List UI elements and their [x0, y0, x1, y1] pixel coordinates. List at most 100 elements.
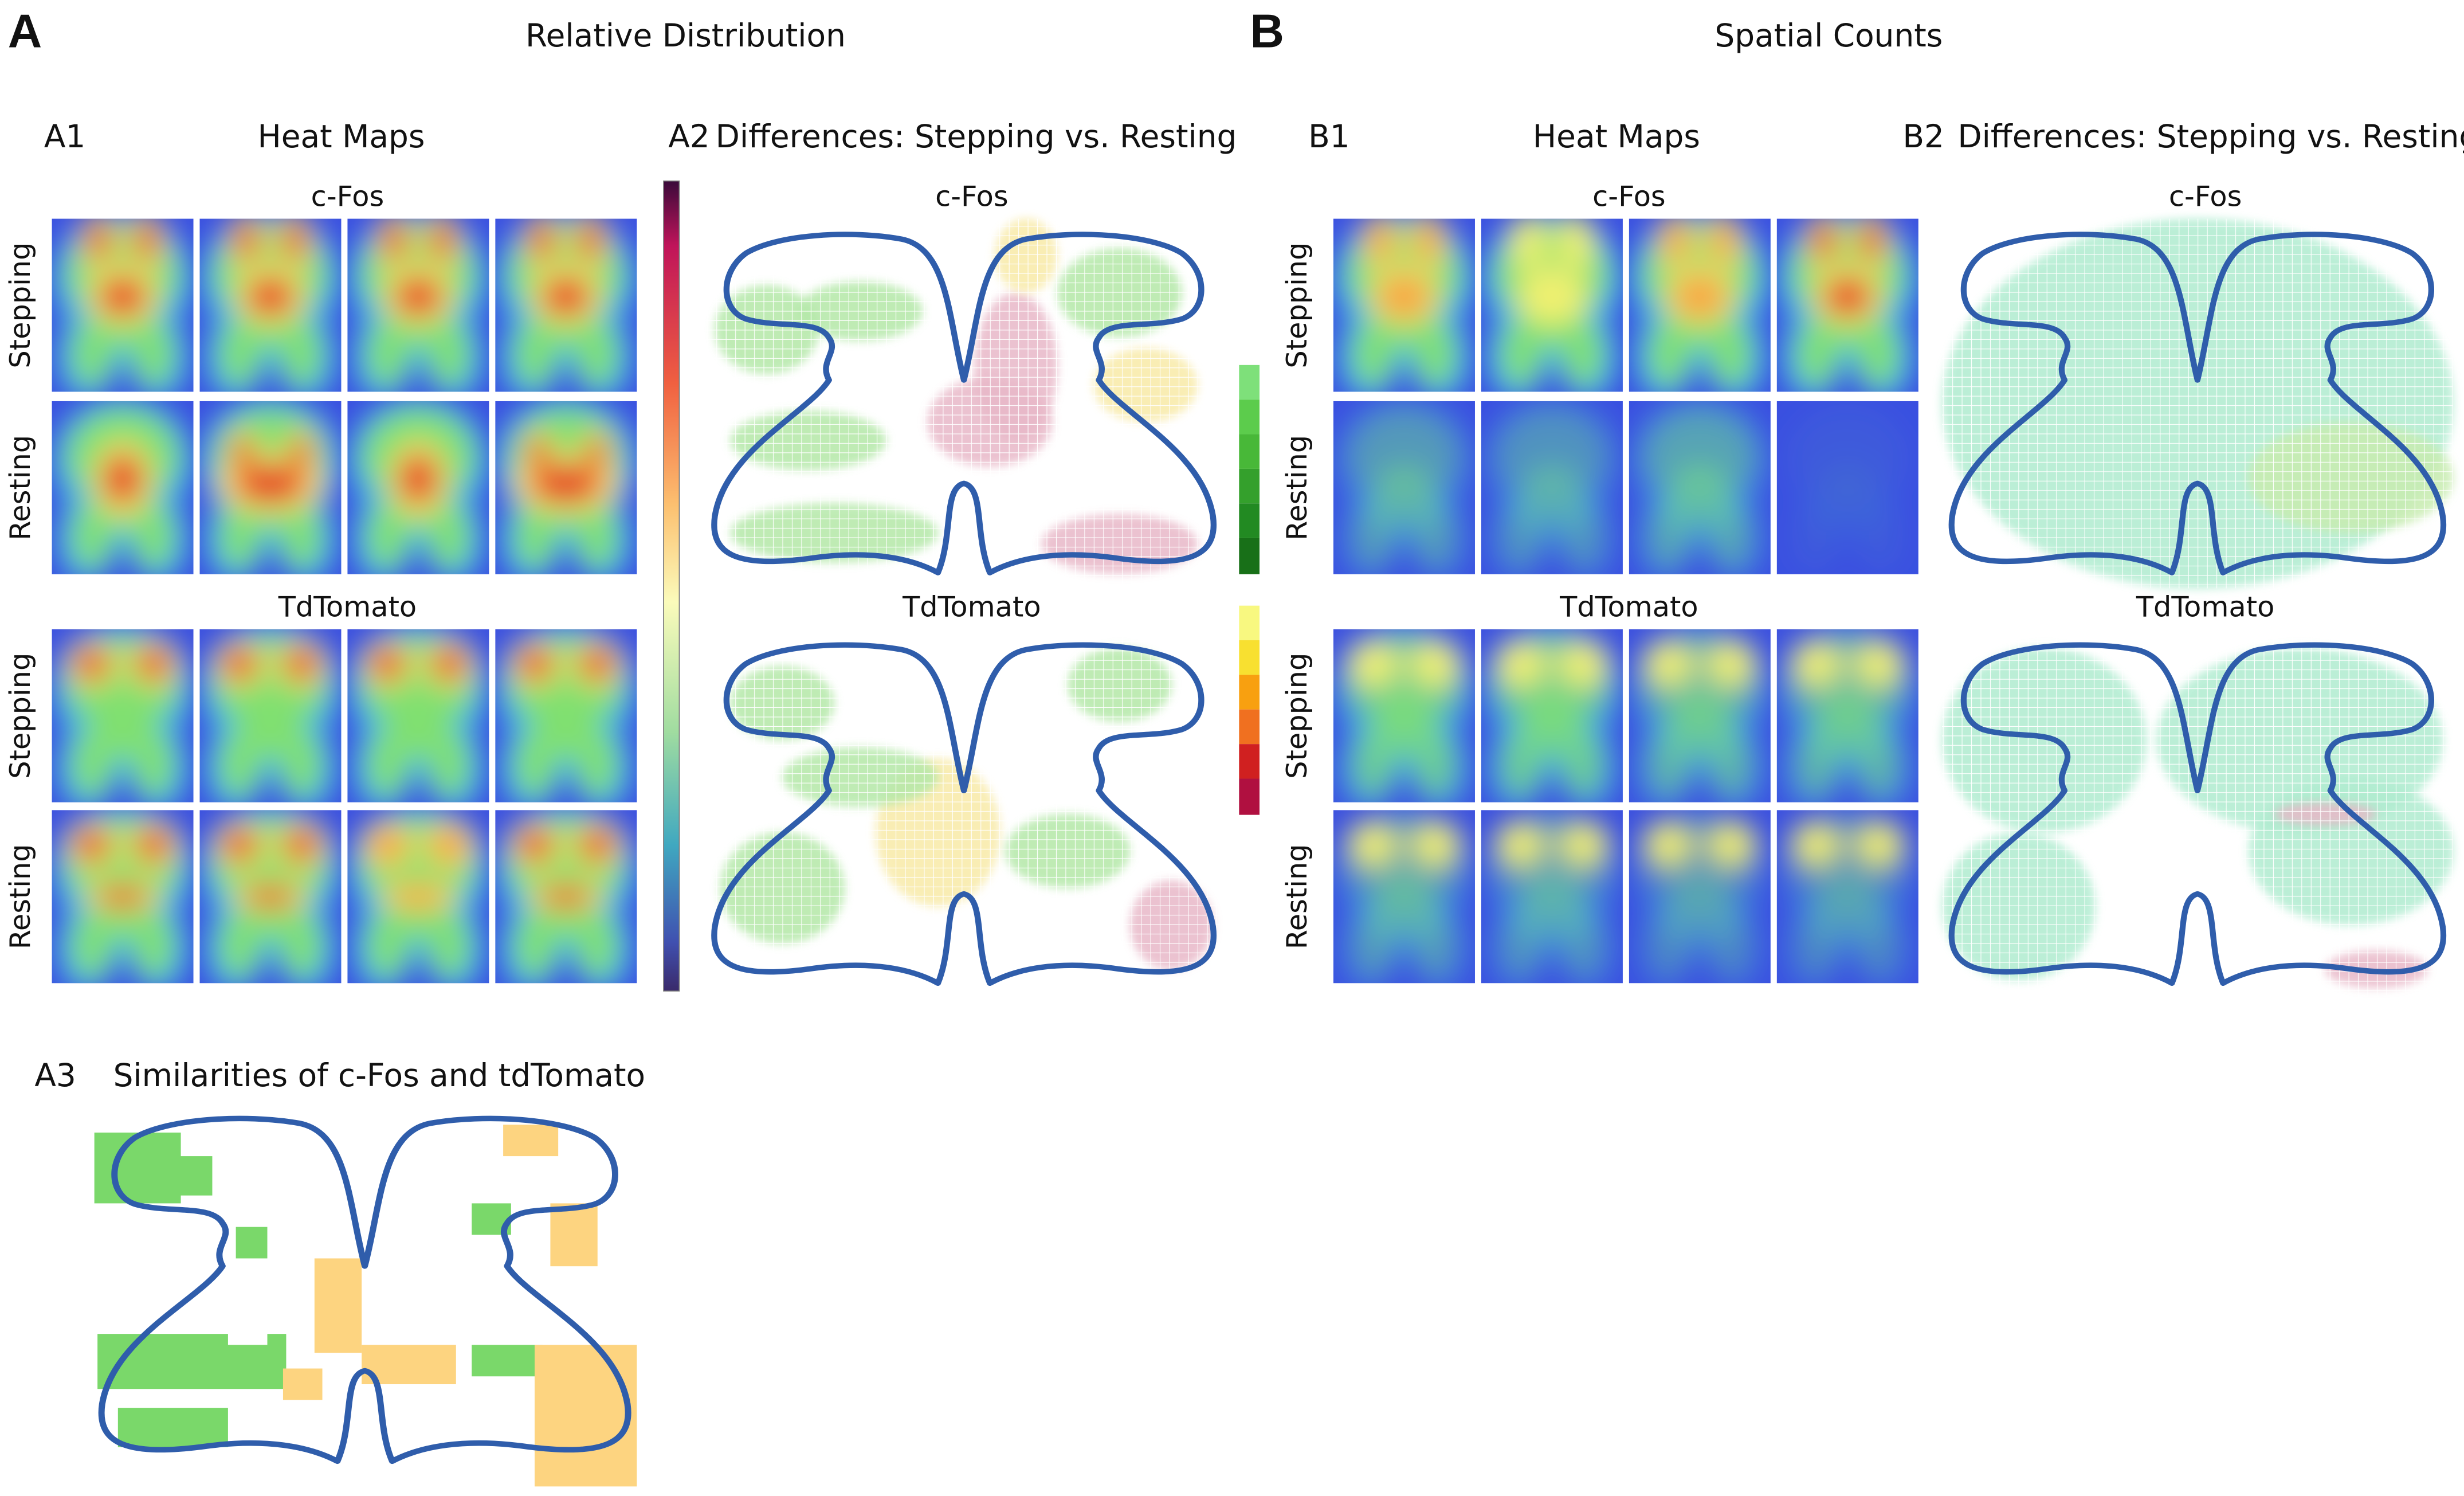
row-label: Stepping [1280, 653, 1313, 779]
heat-blob [1813, 224, 1834, 258]
heat-map [1333, 810, 1475, 984]
heat-map [1333, 629, 1475, 802]
heat-blob [1414, 218, 1442, 264]
subpanel-label: B2 [1902, 118, 1944, 155]
heat-blob [1347, 639, 1399, 688]
heat-blob [233, 439, 252, 467]
difference-map [704, 629, 1223, 999]
similarity-region [550, 1203, 598, 1267]
heat-blob [528, 439, 547, 467]
grid-overlay [704, 218, 1223, 589]
group-title: TdTomato [278, 590, 417, 624]
heat-blob [1366, 218, 1394, 264]
similarity-region [503, 1125, 559, 1157]
heat-blob [580, 224, 601, 258]
heat-blob [1495, 639, 1547, 688]
row-label: Stepping [3, 653, 37, 779]
heat-blob [224, 831, 254, 859]
heat-map [1629, 810, 1771, 984]
heat-blob [1791, 639, 1842, 688]
heat-blob [292, 439, 311, 467]
heat-blobs [1481, 401, 1623, 574]
heat-blob [1524, 871, 1580, 940]
heat-blobs [1776, 401, 1918, 574]
heat-blob [1495, 820, 1547, 870]
group-title: c-Fos [311, 179, 384, 213]
heat-blob [1347, 820, 1399, 870]
heat-blob [1376, 871, 1433, 940]
heat-blob [1671, 461, 1728, 531]
heat-blob [1557, 820, 1609, 870]
subpanel-label: B1 [1308, 118, 1350, 155]
heat-map [1481, 218, 1623, 392]
group-title: c-Fos [935, 179, 1009, 213]
heat-blobs [1629, 218, 1771, 392]
heat-blob [534, 467, 598, 501]
heat-blob [367, 825, 407, 864]
heat-blob [1376, 461, 1433, 531]
heat-blob [136, 224, 157, 258]
heat-blob [1819, 461, 1876, 531]
heat-blob [105, 457, 140, 502]
heat-blobs [52, 401, 194, 574]
heat-blob [88, 224, 109, 258]
color-bar [663, 180, 680, 992]
panel-letter: A [8, 5, 42, 57]
heat-blobs [1629, 810, 1771, 984]
difference-legend [1239, 365, 1260, 815]
heat-blob [102, 280, 143, 314]
heat-blobs [347, 401, 489, 574]
row-label: Stepping [3, 242, 37, 368]
heat-map [495, 401, 637, 574]
heat-map [1629, 629, 1771, 802]
heat-map [347, 218, 489, 392]
heat-blobs [1629, 629, 1771, 802]
heat-blobs [347, 810, 489, 984]
heat-blob [1510, 218, 1546, 271]
heat-blob [1705, 639, 1757, 688]
group-title: TdTomato [1559, 590, 1698, 624]
heat-blob [1376, 690, 1433, 759]
heat-blobs [199, 401, 342, 574]
heat-blob [1791, 820, 1842, 870]
heat-blobs [347, 218, 489, 392]
heat-blob [242, 690, 299, 759]
heat-map [1776, 401, 1918, 574]
heat-blob [520, 831, 550, 859]
heat-blob [434, 650, 464, 678]
similarity-region [236, 1227, 268, 1259]
heat-blob [520, 650, 550, 678]
heat-map [1481, 629, 1623, 802]
heat-blob [1409, 820, 1461, 870]
heat-blobs [495, 810, 637, 984]
heat-blob [1643, 408, 1757, 506]
heat-map [1776, 218, 1918, 392]
heat-map [1629, 401, 1771, 574]
heat-blob [532, 224, 552, 258]
heat-blob [582, 831, 612, 859]
heat-blob [139, 650, 169, 678]
group-title: TdTomato [902, 590, 1041, 624]
similarity-region [472, 1345, 543, 1377]
heat-map [1776, 810, 1918, 984]
heat-blobs [1333, 218, 1475, 392]
difference-map [704, 218, 1223, 589]
heat-blob [1643, 639, 1694, 688]
heat-blobs [199, 629, 342, 802]
heat-blob [1705, 820, 1757, 870]
similarity-region [283, 1368, 323, 1400]
cord-outline [1948, 232, 2447, 575]
heat-map [1629, 218, 1771, 392]
heat-blob [1853, 639, 1905, 688]
subpanel-title: Heat Maps [1533, 118, 1700, 155]
heat-blobs [495, 629, 637, 802]
heat-blob [1671, 690, 1728, 759]
subpanel-label: A3 [34, 1057, 76, 1094]
heat-blob [236, 224, 257, 258]
heat-blob [432, 224, 453, 258]
heat-map [347, 401, 489, 574]
heat-blob [398, 280, 439, 314]
inner-blank [227, 1305, 268, 1345]
heat-blobs [347, 629, 489, 802]
